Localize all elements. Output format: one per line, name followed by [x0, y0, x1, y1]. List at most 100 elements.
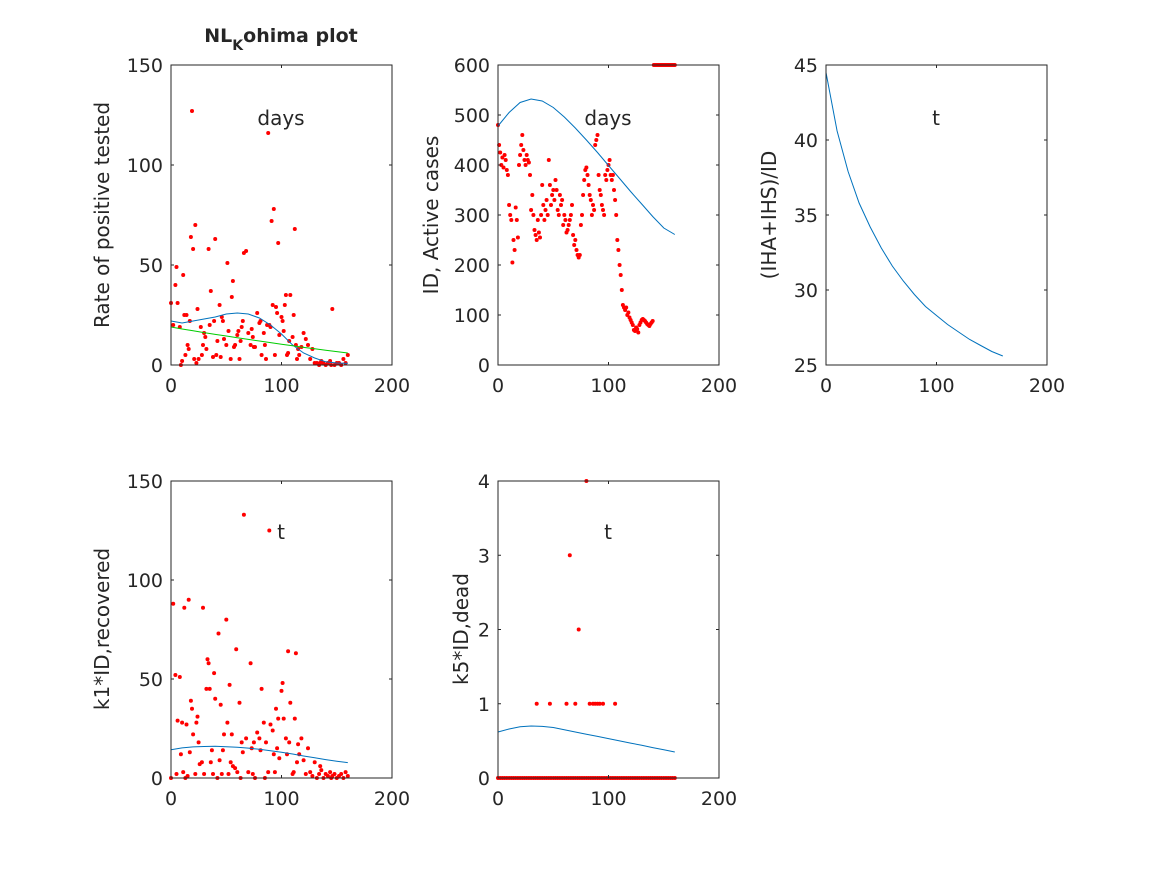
- data-point: [230, 279, 235, 283]
- data-point: [317, 772, 322, 776]
- data-point: [282, 303, 287, 307]
- data-point: [209, 748, 214, 753]
- data-point: [196, 357, 201, 361]
- data-point: [264, 357, 268, 361]
- data-point: [177, 675, 182, 679]
- data-point: [524, 153, 529, 157]
- data-point: [180, 720, 185, 725]
- data-point: [229, 732, 234, 737]
- y-tick-label: 0: [478, 355, 490, 377]
- data-point: [261, 331, 266, 335]
- data-point: [519, 143, 524, 147]
- y-tick-label: 100: [454, 305, 490, 327]
- data-point: [269, 219, 274, 223]
- x-tick-label: 100: [263, 788, 299, 810]
- data-point: [301, 331, 306, 335]
- data-point: [345, 353, 350, 357]
- data-point: [584, 165, 589, 170]
- data-point: [573, 701, 578, 706]
- data-point: [233, 766, 238, 771]
- data-point: [291, 313, 296, 317]
- data-point: [212, 319, 217, 323]
- data-point: [292, 716, 297, 721]
- x-tick-label: 200: [1029, 375, 1065, 397]
- data-point: [613, 701, 618, 706]
- data-point: [185, 343, 190, 347]
- x-tick-label: 0: [165, 788, 177, 810]
- data-point: [566, 223, 571, 227]
- data-point: [236, 329, 241, 333]
- data-point: [581, 193, 586, 197]
- data-point: [204, 686, 209, 691]
- x-axis-label: t: [604, 520, 612, 544]
- data-point: [250, 772, 255, 776]
- x-axis-label: t: [932, 106, 940, 130]
- data-point: [552, 198, 557, 202]
- data-point: [194, 720, 199, 725]
- data-point: [198, 325, 203, 329]
- data-point: [502, 153, 507, 157]
- subplot-active-cases: days ID, Active cases 0 100 200 0 100 200 300 4…: [419, 55, 737, 397]
- data-point: [518, 153, 523, 157]
- data-point: [574, 248, 579, 252]
- data-point: [259, 686, 264, 691]
- y-tick-label: 1: [478, 694, 490, 716]
- data-point: [267, 528, 272, 533]
- data-point: [549, 203, 553, 207]
- data-point: [332, 772, 337, 776]
- data-point: [264, 740, 268, 745]
- data-point: [222, 732, 226, 737]
- data-point: [191, 732, 196, 737]
- data-point: [531, 213, 536, 217]
- data-point: [607, 158, 612, 162]
- data-point: [228, 760, 233, 765]
- data-point: [239, 740, 244, 745]
- y-tick-label: 150: [127, 55, 163, 77]
- data-point: [551, 188, 556, 192]
- data-point: [224, 617, 229, 622]
- data-point: [536, 230, 541, 235]
- data-point: [286, 649, 291, 654]
- data-point: [526, 160, 531, 165]
- x-axis-label: days: [584, 106, 631, 130]
- data-point: [593, 143, 598, 147]
- data-point: [181, 273, 186, 277]
- data-point: [226, 772, 231, 776]
- data-point: [292, 227, 297, 231]
- data-point: [308, 357, 313, 361]
- series-line: [497, 725, 675, 753]
- data-point: [532, 228, 537, 232]
- data-point: [258, 319, 263, 323]
- data-point: [587, 193, 592, 197]
- data-point: [217, 303, 222, 307]
- data-point: [533, 233, 538, 237]
- data-point: [578, 223, 583, 227]
- data-point: [559, 203, 563, 207]
- data-point: [523, 163, 528, 167]
- data-point: [512, 248, 517, 252]
- data-point: [186, 347, 191, 351]
- data-point: [530, 193, 535, 197]
- x-axis-label: t: [277, 520, 285, 544]
- data-point: [290, 335, 295, 339]
- data-point: [213, 696, 218, 701]
- x-axis-label: days: [257, 106, 304, 130]
- y-axis-label: Rate of positive tested: [90, 102, 114, 328]
- y-tick-label: 300: [454, 205, 490, 227]
- data-point: [546, 158, 551, 162]
- data-point: [283, 736, 288, 741]
- data-point: [301, 758, 306, 763]
- y-tick-label: 50: [139, 255, 163, 277]
- data-point: [589, 213, 594, 217]
- data-point: [199, 353, 204, 357]
- data-point: [522, 158, 527, 162]
- data-point: [277, 756, 282, 761]
- data-point: [319, 768, 324, 773]
- data-point: [220, 748, 225, 753]
- data-point: [511, 238, 516, 242]
- data-point: [580, 213, 584, 217]
- data-point: [175, 301, 180, 305]
- data-point: [295, 760, 299, 765]
- data-point: [504, 168, 509, 172]
- subplot-recovered: t k1*ID,recovered 0 100 200 0 50 100 150: [90, 471, 410, 810]
